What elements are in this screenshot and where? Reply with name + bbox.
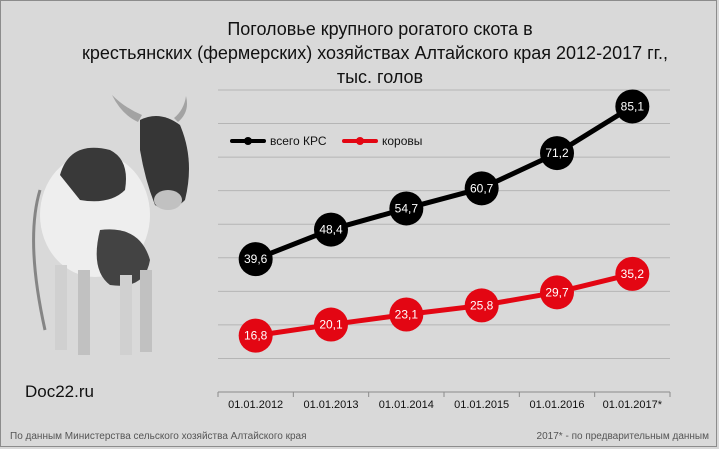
x-tick-label: 01.01.2014	[379, 399, 434, 411]
legend-label: всего КРС	[270, 134, 327, 148]
legend-marker	[356, 137, 364, 145]
data-point	[238, 318, 273, 353]
chart-title-line-2: крестьянских (фермерских) хозяйствах Алт…	[81, 43, 669, 63]
data-label: 35,2	[621, 267, 645, 281]
data-point	[540, 275, 574, 310]
x-tick-label: 01.01.2012	[228, 399, 283, 411]
data-point	[615, 89, 650, 124]
x-tick-label: 01.01.2015	[454, 399, 509, 411]
data-label: 39,6	[244, 252, 268, 266]
x-tick-label: 01.01.2017*	[603, 399, 663, 411]
chart-title-line-1: Поголовье крупного рогатого скота в	[227, 19, 533, 39]
data-label: 20,1	[319, 318, 343, 332]
chart-title-line-3: тыс. голов	[336, 67, 424, 87]
chart-legend: всего КРС коровы	[230, 134, 422, 148]
chart-series: 39,6 48,4 54,7 60,7 71,2 85,1 16,8 20,1 23,1 25,8…	[238, 89, 650, 353]
cow-illustration	[32, 95, 189, 355]
data-label: 54,7	[395, 201, 419, 215]
legend-label: коровы	[382, 134, 422, 148]
data-label: 71,2	[545, 146, 569, 160]
series-line	[254, 104, 634, 262]
data-label: 25,8	[470, 298, 494, 312]
data-label: 16,8	[244, 329, 268, 343]
data-point	[540, 136, 574, 171]
x-axis: 01.01.2012 01.01.2013 01.01.2014 01.01.2015…	[217, 391, 671, 411]
series-line	[255, 271, 633, 339]
data-point	[238, 242, 273, 277]
site-watermark: Doc22.ru	[25, 382, 94, 401]
data-label: 85,1	[621, 99, 645, 113]
data-point	[464, 288, 499, 323]
preliminary-footnote: 2017* - по предварительным данным	[536, 431, 709, 442]
data-point	[464, 171, 499, 206]
x-tick-label: 01.01.2016	[529, 399, 584, 411]
data-point	[389, 297, 424, 332]
data-label: 23,1	[395, 307, 419, 321]
data-point	[314, 307, 348, 342]
data-point	[389, 191, 424, 226]
data-label: 29,7	[545, 285, 569, 299]
data-point	[314, 212, 348, 247]
source-footnote: По данным Министерства сельского хозяйст…	[10, 431, 307, 442]
data-point	[615, 256, 650, 291]
chart-grid	[218, 89, 670, 359]
data-label: 48,4	[319, 223, 343, 237]
data-label: 60,7	[470, 181, 494, 195]
x-tick-label: 01.01.2013	[303, 399, 358, 411]
legend-marker	[244, 137, 252, 145]
